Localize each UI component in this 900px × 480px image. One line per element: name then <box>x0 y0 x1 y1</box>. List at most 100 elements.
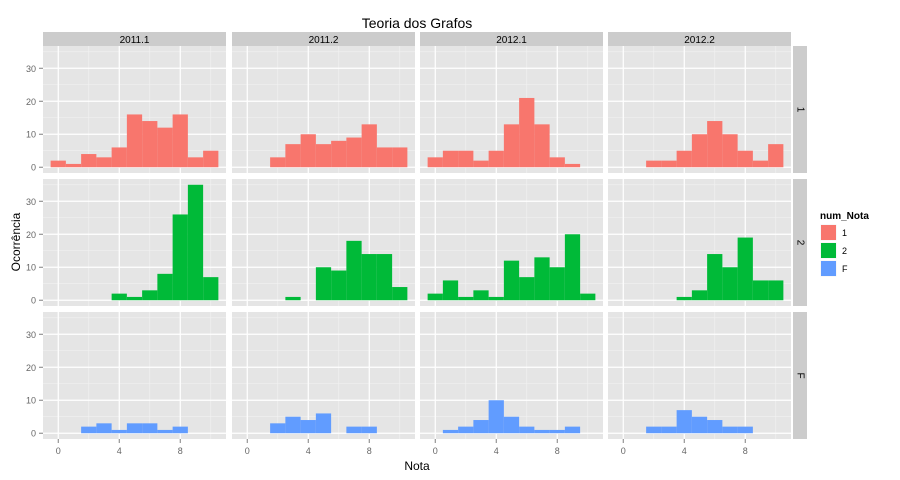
x-tick-label: 8 <box>178 446 183 456</box>
histogram-bar <box>473 420 489 434</box>
histogram-bar <box>346 240 362 301</box>
histogram-bar <box>50 160 66 168</box>
histogram-bar <box>676 410 692 434</box>
histogram-bar <box>442 150 459 168</box>
panel-background <box>43 312 226 439</box>
histogram-bar <box>157 429 173 434</box>
histogram-bar <box>392 287 408 301</box>
histogram-bar <box>519 277 535 301</box>
histogram-bar <box>126 423 143 434</box>
facet-strip-col <box>43 32 226 46</box>
histogram-bar <box>270 157 286 168</box>
legend-item-label: F <box>842 264 848 274</box>
histogram-bar <box>564 426 581 434</box>
legend-item-label: 2 <box>842 246 847 256</box>
facet-strip-row <box>793 179 807 306</box>
facet-panel <box>608 312 791 439</box>
histogram-bar <box>142 290 158 301</box>
facet-strip-row-label: 1 <box>794 107 805 113</box>
histogram-bar <box>534 124 550 168</box>
histogram-bar <box>442 429 459 434</box>
histogram-bar <box>488 400 504 434</box>
histogram-bar <box>187 184 204 301</box>
x-tick-label: 8 <box>743 446 748 456</box>
histogram-bar <box>458 426 474 434</box>
facet-panels: 2011.1 2011.2 2012.1 2012.2 1 2 F 0 10 20 30 0 10 20 3… <box>26 32 807 456</box>
histogram-bar <box>722 426 738 434</box>
facet-strip-row-label: F <box>794 372 805 378</box>
y-tick-label: 0 <box>31 429 36 439</box>
facet-panel <box>608 179 791 306</box>
facet-strip-col-label: 2011.2 <box>309 35 339 46</box>
y-tick-label: 20 <box>26 230 36 240</box>
histogram-bar <box>473 290 489 301</box>
histogram-bar <box>488 150 504 168</box>
histogram-bar <box>549 157 565 168</box>
x-tick-label: 0 <box>56 446 61 456</box>
histogram-bar <box>126 114 143 168</box>
histogram-bar <box>661 426 677 434</box>
histogram-bar <box>157 127 173 168</box>
histogram-bar <box>768 280 784 301</box>
facet-panel <box>420 46 603 173</box>
histogram-bar <box>458 150 474 168</box>
histogram-bar <box>111 293 127 301</box>
y-tick-label: 30 <box>26 330 36 340</box>
legend-key-swatch <box>821 225 836 240</box>
histogram-bar <box>722 267 738 301</box>
facet-strip-row-label: 2 <box>794 240 805 246</box>
histogram-bar <box>376 254 393 301</box>
histogram-bar <box>707 254 723 301</box>
legend-key-swatch <box>821 261 836 276</box>
histogram-bar <box>503 124 520 168</box>
histogram-bar <box>691 416 708 434</box>
histogram-bar <box>81 426 97 434</box>
histogram-bar <box>534 429 550 434</box>
y-tick-label: 20 <box>26 363 36 373</box>
histogram-bar <box>315 144 332 168</box>
facet-panel <box>43 179 226 306</box>
histogram-bar <box>503 260 520 301</box>
x-tick-label: 8 <box>367 446 372 456</box>
histogram-bar <box>96 157 112 168</box>
histogram-bar <box>737 237 753 301</box>
histogram-bar <box>580 293 596 301</box>
facet-strip-row <box>793 312 807 439</box>
histogram-bar <box>737 150 753 168</box>
facet-strip-col <box>608 32 791 46</box>
histogram-bar <box>707 420 723 434</box>
legend-key-swatch <box>821 243 836 258</box>
histogram-bar <box>442 280 459 301</box>
y-tick-label: 30 <box>26 197 36 207</box>
facet-panel <box>232 312 415 439</box>
facet-strip-col-label: 2012.1 <box>496 35 527 46</box>
facet-panel <box>420 312 603 439</box>
histogram-bar <box>172 114 188 168</box>
histogram-bar <box>157 273 173 301</box>
histogram-bar <box>519 426 535 434</box>
y-tick-label: 0 <box>31 296 36 306</box>
histogram-bar <box>96 423 112 434</box>
x-tick-label: 4 <box>682 446 687 456</box>
histogram-bar <box>285 144 301 168</box>
histogram-bar <box>126 296 143 301</box>
x-tick-label: 0 <box>245 446 250 456</box>
x-tick-label: 4 <box>306 446 311 456</box>
histogram-bar <box>661 160 677 168</box>
facet-panel <box>420 179 603 306</box>
histogram-bar <box>172 426 188 434</box>
histogram-bar <box>549 267 565 301</box>
facet-strip-col-label: 2011.1 <box>120 35 150 46</box>
histogram-bar <box>752 280 769 301</box>
legend: num_Nota 1 2 F <box>819 211 869 278</box>
histogram-bar <box>300 420 316 434</box>
facet-panel <box>608 46 791 173</box>
histogram-bar <box>427 157 443 168</box>
histogram-bar <box>203 150 219 168</box>
histogram-bar <box>392 147 408 168</box>
histogram-bar <box>691 134 708 168</box>
histogram-bar <box>270 423 286 434</box>
histogram-bar <box>187 157 204 168</box>
facet-panel <box>43 46 226 173</box>
facet-strip-col-label: 2012.2 <box>684 35 715 46</box>
